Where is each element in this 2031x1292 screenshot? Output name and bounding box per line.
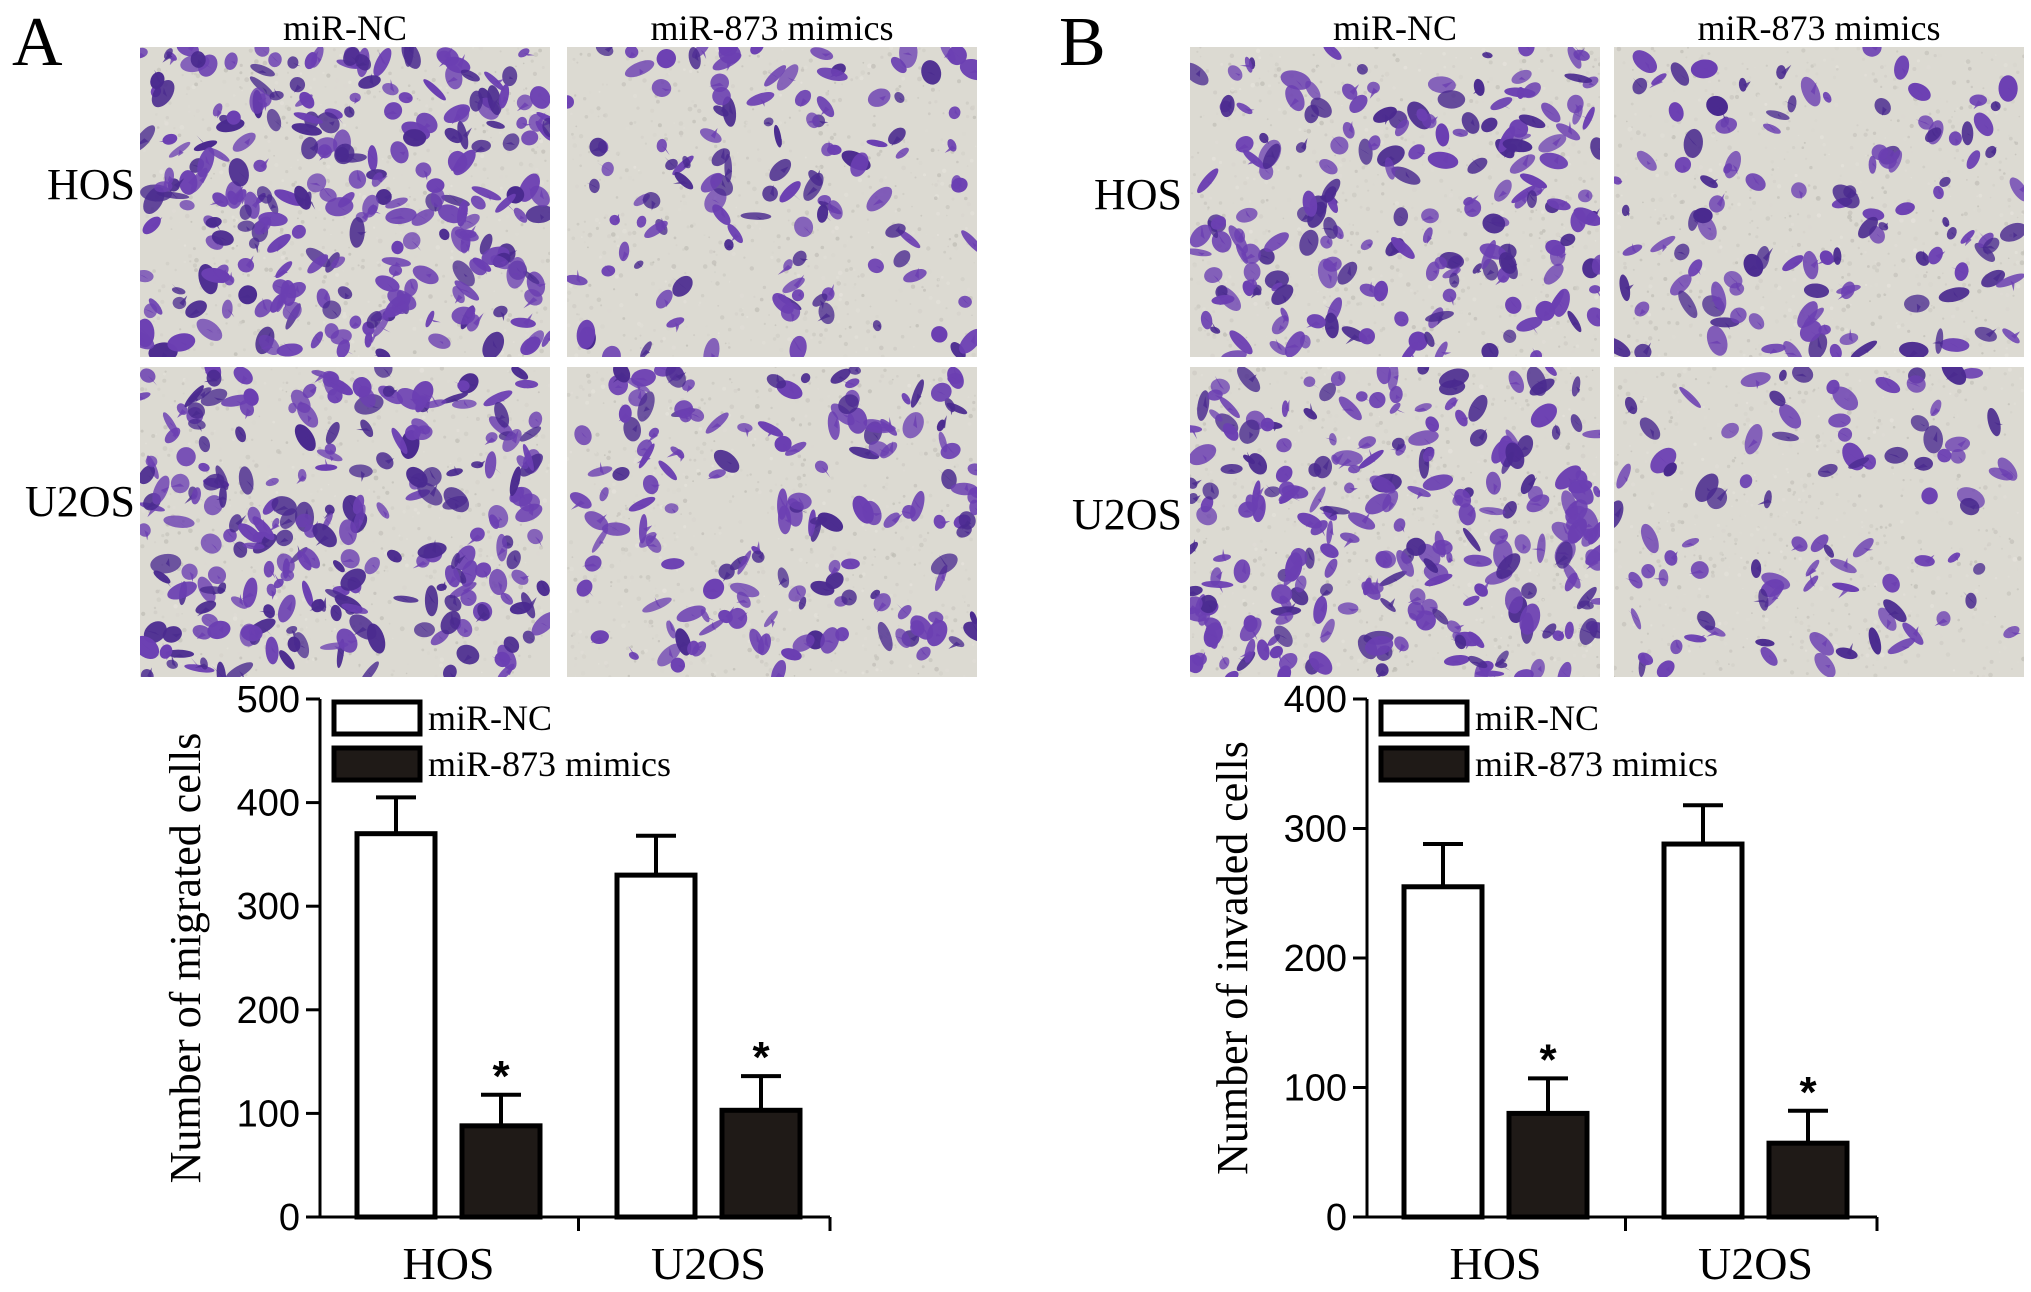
bar-mir-873-mimics-hos (1506, 1110, 1590, 1220)
y-tick-label: 0 (1326, 1197, 1347, 1239)
y-axis-label: Number of invaded cells (1208, 741, 1257, 1175)
legend-swatch (331, 699, 423, 737)
legend-label: miR-NC (428, 698, 552, 738)
y-tick-label: 400 (1284, 679, 1347, 721)
significance-marker: * (1799, 1068, 1817, 1117)
row-label-u2os: U2OS (24, 477, 135, 526)
y-tick-label: 0 (279, 1197, 300, 1239)
y-tick-label: 300 (237, 886, 300, 928)
significance-marker: * (492, 1052, 510, 1101)
column-label-control: miR-NC (1332, 8, 1457, 48)
column-label-mimics: miR-873 mimics (1697, 8, 1941, 48)
column-label-control: miR-NC (282, 8, 407, 48)
row-label-hos: HOS (1093, 170, 1182, 219)
y-tick-label: 100 (237, 1093, 300, 1135)
legend-label: miR-873 mimics (428, 744, 671, 784)
y-tick-label: 200 (237, 990, 300, 1032)
y-tick-label: 200 (1284, 938, 1347, 980)
y-tick-label: 300 (1284, 809, 1347, 851)
y-axis-label: Number of migrated cells (161, 733, 210, 1184)
migration-bar-chart: Number of migrated cells 0 100 200 300 400 500… (161, 679, 832, 1289)
invasion-bar-chart: Number of invaded cells 0 100 200 300 400 * HOS… (1208, 679, 1879, 1289)
legend-swatch (1378, 745, 1470, 783)
panel-b: B miR-NC miR-873 mimics HOS U2OS Number … (1047, 0, 2031, 1292)
bar-mir-nc-u2os (1661, 841, 1745, 1220)
y-tick-label: 100 (1284, 1068, 1347, 1110)
micrograph-u2os-mir-873-mimics (567, 367, 977, 677)
micrograph-u2os-mir-nc (1190, 367, 1600, 677)
panel-a: A miR-NC miR-873 mimics HOS U2OS Number … (0, 0, 1015, 1292)
legend-swatch (331, 745, 423, 783)
micrograph-hos-mir-nc (1190, 47, 1600, 357)
row-label-u2os: U2OS (1071, 490, 1182, 539)
bar-mir-873-mimics-hos (459, 1123, 543, 1220)
legend-label: miR-873 mimics (1475, 744, 1718, 784)
micrograph-hos-mir-nc (140, 47, 550, 357)
x-category-label: U2OS (651, 1238, 766, 1289)
significance-marker: * (752, 1033, 770, 1082)
y-tick-label: 500 (237, 679, 300, 721)
panel-letter: B (1059, 4, 1106, 81)
x-category-label: U2OS (1698, 1238, 1813, 1289)
micrograph-hos-mir-873-mimics (1614, 47, 2024, 357)
column-label-mimics: miR-873 mimics (650, 8, 894, 48)
significance-marker: * (1539, 1035, 1557, 1084)
micrograph-u2os-mir-nc (140, 367, 550, 677)
bar-mir-nc-hos (354, 831, 438, 1220)
legend-swatch (1378, 699, 1470, 737)
legend-label: miR-NC (1475, 698, 1599, 738)
bar-mir-873-mimics-u2os (1766, 1140, 1850, 1220)
x-category-label: HOS (1449, 1238, 1541, 1289)
row-label-hos: HOS (46, 160, 135, 209)
bar-mir-nc-hos (1401, 884, 1485, 1220)
bar-mir-nc-u2os (614, 872, 698, 1220)
y-tick-label: 400 (237, 783, 300, 825)
micrograph-hos-mir-873-mimics (567, 47, 977, 357)
micrograph-u2os-mir-873-mimics (1614, 367, 2024, 677)
bar-mir-873-mimics-u2os (719, 1107, 803, 1220)
panel-letter: A (12, 4, 63, 81)
x-category-label: HOS (402, 1238, 494, 1289)
